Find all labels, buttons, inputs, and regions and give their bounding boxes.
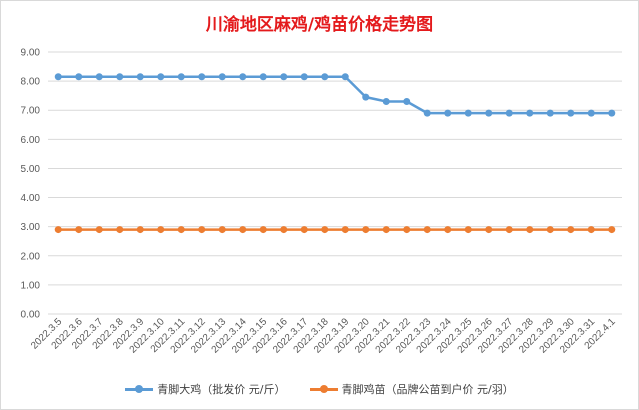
- data-point: [546, 226, 554, 234]
- data-point: [54, 226, 62, 234]
- data-point: [95, 226, 103, 234]
- data-point: [505, 109, 513, 117]
- data-point: [567, 109, 575, 117]
- legend-swatch-series-0: [125, 384, 154, 394]
- data-point: [403, 226, 411, 234]
- data-point: [136, 226, 144, 234]
- data-point: [321, 226, 329, 234]
- y-tick-label: 9.00: [21, 48, 41, 59]
- data-point: [218, 226, 226, 234]
- legend-label-series-0: 青脚大鸡（批发价 元/斤）: [157, 383, 286, 396]
- data-point: [321, 73, 329, 81]
- data-point: [526, 226, 534, 234]
- chart-legend: 青脚大鸡（批发价 元/斤） 青脚鸡苗（品牌公苗到户价 元/羽）: [0, 381, 639, 397]
- data-point: [280, 226, 288, 234]
- data-point: [300, 73, 308, 81]
- data-point: [177, 226, 185, 234]
- data-point: [116, 226, 124, 234]
- data-point: [239, 226, 247, 234]
- legend-item-series-1: 青脚鸡苗（品牌公苗到户价 元/羽）: [309, 381, 514, 397]
- data-point: [259, 226, 267, 234]
- y-tick-label: 1.00: [21, 280, 41, 291]
- data-point: [382, 97, 390, 105]
- data-point: [526, 109, 534, 117]
- data-point: [280, 73, 288, 81]
- data-point: [95, 73, 103, 81]
- data-point: [403, 97, 411, 105]
- data-point: [587, 109, 595, 117]
- y-tick-label: 0.00: [21, 310, 41, 321]
- data-point: [608, 109, 616, 117]
- y-tick-label: 2.00: [21, 251, 41, 262]
- data-point: [546, 109, 554, 117]
- data-point: [362, 226, 370, 234]
- y-tick-label: 4.00: [21, 193, 41, 204]
- data-point: [218, 73, 226, 81]
- data-point: [300, 226, 308, 234]
- y-tick-label: 8.00: [21, 77, 41, 88]
- data-point: [75, 73, 83, 81]
- data-point: [587, 226, 595, 234]
- data-point: [362, 93, 370, 101]
- data-point: [239, 73, 247, 81]
- chart-title: 川渝地区麻鸡/鸡苗价格走势图: [205, 15, 434, 35]
- x-axis-ticks: 2022.3.52022.3.62022.3.72022.3.82022.3.9…: [29, 316, 618, 356]
- data-point: [116, 73, 124, 81]
- y-tick-label: 6.00: [21, 135, 41, 146]
- legend-item-series-0: 青脚大鸡（批发价 元/斤）: [125, 381, 286, 397]
- data-point: [157, 226, 165, 234]
- data-point: [177, 73, 185, 81]
- y-tick-label: 3.00: [21, 222, 41, 233]
- data-point: [198, 73, 206, 81]
- data-point: [341, 226, 349, 234]
- data-point: [464, 109, 472, 117]
- data-point: [423, 109, 431, 117]
- grid-lines: [48, 51, 622, 315]
- data-point: [157, 73, 165, 81]
- data-point: [423, 226, 431, 234]
- y-tick-label: 5.00: [21, 164, 41, 175]
- data-point: [485, 109, 493, 117]
- data-point: [505, 226, 513, 234]
- data-point: [444, 226, 452, 234]
- data-point: [382, 226, 390, 234]
- data-point: [136, 73, 144, 81]
- legend-swatch-series-1: [309, 384, 338, 394]
- series-layer: [54, 73, 616, 234]
- y-axis-ticks: 0.00 1.00 2.00 3.00 4.00 5.00 6.00 7.00 8.00 9.00: [21, 48, 41, 321]
- legend-label-series-1: 青脚鸡苗（品牌公苗到户价 元/羽）: [341, 383, 514, 396]
- data-point: [464, 226, 472, 234]
- data-point: [341, 73, 349, 81]
- y-tick-label: 7.00: [21, 106, 41, 117]
- data-point: [259, 73, 267, 81]
- data-point: [567, 226, 575, 234]
- data-point: [444, 109, 452, 117]
- series-line-0: [58, 75, 612, 115]
- data-point: [198, 226, 206, 234]
- data-point: [75, 226, 83, 234]
- data-point: [608, 226, 616, 234]
- data-point: [54, 73, 62, 81]
- data-point: [485, 226, 493, 234]
